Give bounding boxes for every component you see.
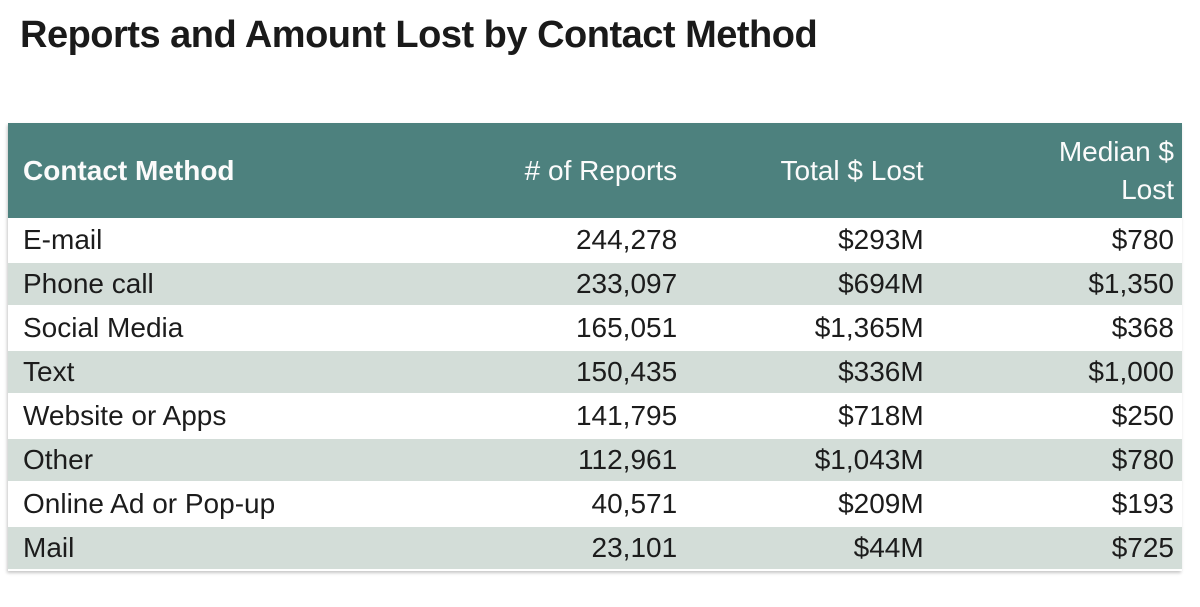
column-header-median-lost-label: Median $ Lost bbox=[1058, 135, 1174, 205]
cell-contact-method: Other bbox=[8, 438, 478, 483]
cell-total-lost: $44M bbox=[677, 526, 924, 571]
table-body: E-mail 244,278 $293M $780 Phone call 233… bbox=[8, 218, 1182, 571]
table-row: Online Ad or Pop-up 40,571 $209M $193 bbox=[8, 482, 1182, 527]
column-header-num-reports: # of Reports bbox=[477, 123, 678, 218]
cell-median-lost: $193 bbox=[923, 482, 1182, 527]
cell-num-reports: 112,961 bbox=[477, 438, 678, 483]
cell-total-lost: $293M bbox=[677, 218, 924, 263]
table-header: Contact Method # of Reports Total $ Lost… bbox=[8, 123, 1182, 218]
cell-median-lost: $725 bbox=[923, 526, 1182, 571]
column-header-median-lost: Median $ Lost bbox=[923, 123, 1182, 218]
cell-num-reports: 40,571 bbox=[477, 482, 678, 527]
cell-total-lost: $718M bbox=[677, 394, 924, 439]
table-row: Phone call 233,097 $694M $1,350 bbox=[8, 262, 1182, 307]
cell-contact-method: Website or Apps bbox=[8, 394, 478, 439]
reports-table: Contact Method # of Reports Total $ Lost… bbox=[8, 123, 1182, 571]
cell-median-lost: $1,000 bbox=[923, 350, 1182, 395]
cell-num-reports: 165,051 bbox=[477, 306, 678, 351]
cell-contact-method: Phone call bbox=[8, 262, 478, 307]
table-row: E-mail 244,278 $293M $780 bbox=[8, 218, 1182, 263]
cell-contact-method: Text bbox=[8, 350, 478, 395]
cell-num-reports: 244,278 bbox=[477, 218, 678, 263]
cell-contact-method: Social Media bbox=[8, 306, 478, 351]
column-header-total-lost: Total $ Lost bbox=[677, 123, 924, 218]
table-row: Text 150,435 $336M $1,000 bbox=[8, 350, 1182, 395]
cell-median-lost: $780 bbox=[923, 438, 1182, 483]
cell-total-lost: $336M bbox=[677, 350, 924, 395]
cell-num-reports: 141,795 bbox=[477, 394, 678, 439]
cell-total-lost: $1,365M bbox=[677, 306, 924, 351]
cell-total-lost: $1,043M bbox=[677, 438, 924, 483]
table-row: Other 112,961 $1,043M $780 bbox=[8, 438, 1182, 483]
table-row: Mail 23,101 $44M $725 bbox=[8, 526, 1182, 571]
cell-contact-method: Mail bbox=[8, 526, 478, 571]
header-row: Contact Method # of Reports Total $ Lost… bbox=[8, 123, 1182, 218]
column-header-contact-method: Contact Method bbox=[8, 123, 478, 218]
table-row: Website or Apps 141,795 $718M $250 bbox=[8, 394, 1182, 439]
cell-total-lost: $694M bbox=[677, 262, 924, 307]
cell-contact-method: E-mail bbox=[8, 218, 478, 263]
cell-total-lost: $209M bbox=[677, 482, 924, 527]
cell-median-lost: $780 bbox=[923, 218, 1182, 263]
cell-median-lost: $1,350 bbox=[923, 262, 1182, 307]
cell-median-lost: $250 bbox=[923, 394, 1182, 439]
cell-median-lost: $368 bbox=[923, 306, 1182, 351]
table-row: Social Media 165,051 $1,365M $368 bbox=[8, 306, 1182, 351]
cell-num-reports: 150,435 bbox=[477, 350, 678, 395]
cell-contact-method: Online Ad or Pop-up bbox=[8, 482, 478, 527]
cell-num-reports: 233,097 bbox=[477, 262, 678, 307]
cell-num-reports: 23,101 bbox=[477, 526, 678, 571]
page-title: Reports and Amount Lost by Contact Metho… bbox=[20, 14, 818, 56]
